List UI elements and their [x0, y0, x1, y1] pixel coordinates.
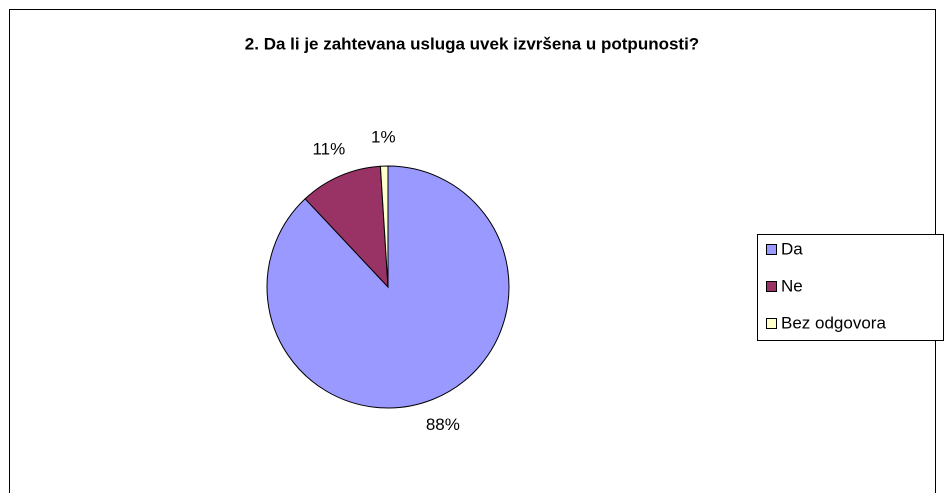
- pie-slice: [266, 165, 510, 409]
- pie-slice: [379, 165, 389, 288]
- legend-swatch: [766, 244, 777, 255]
- legend-label: Ne: [781, 276, 803, 295]
- legend-box: [757, 234, 944, 341]
- data-label: 88%: [426, 415, 460, 434]
- data-label: 11%: [312, 140, 345, 159]
- legend-label: Bez odgovora: [781, 313, 886, 332]
- legend-swatch: [766, 281, 777, 292]
- legend-swatch: [766, 318, 777, 329]
- data-label: 1%: [371, 128, 396, 147]
- pie-slice: [304, 165, 389, 289]
- legend-label: Da: [781, 239, 803, 258]
- chart-title: 2. Da li je zahtevana usluga uvek izvrše…: [245, 34, 699, 53]
